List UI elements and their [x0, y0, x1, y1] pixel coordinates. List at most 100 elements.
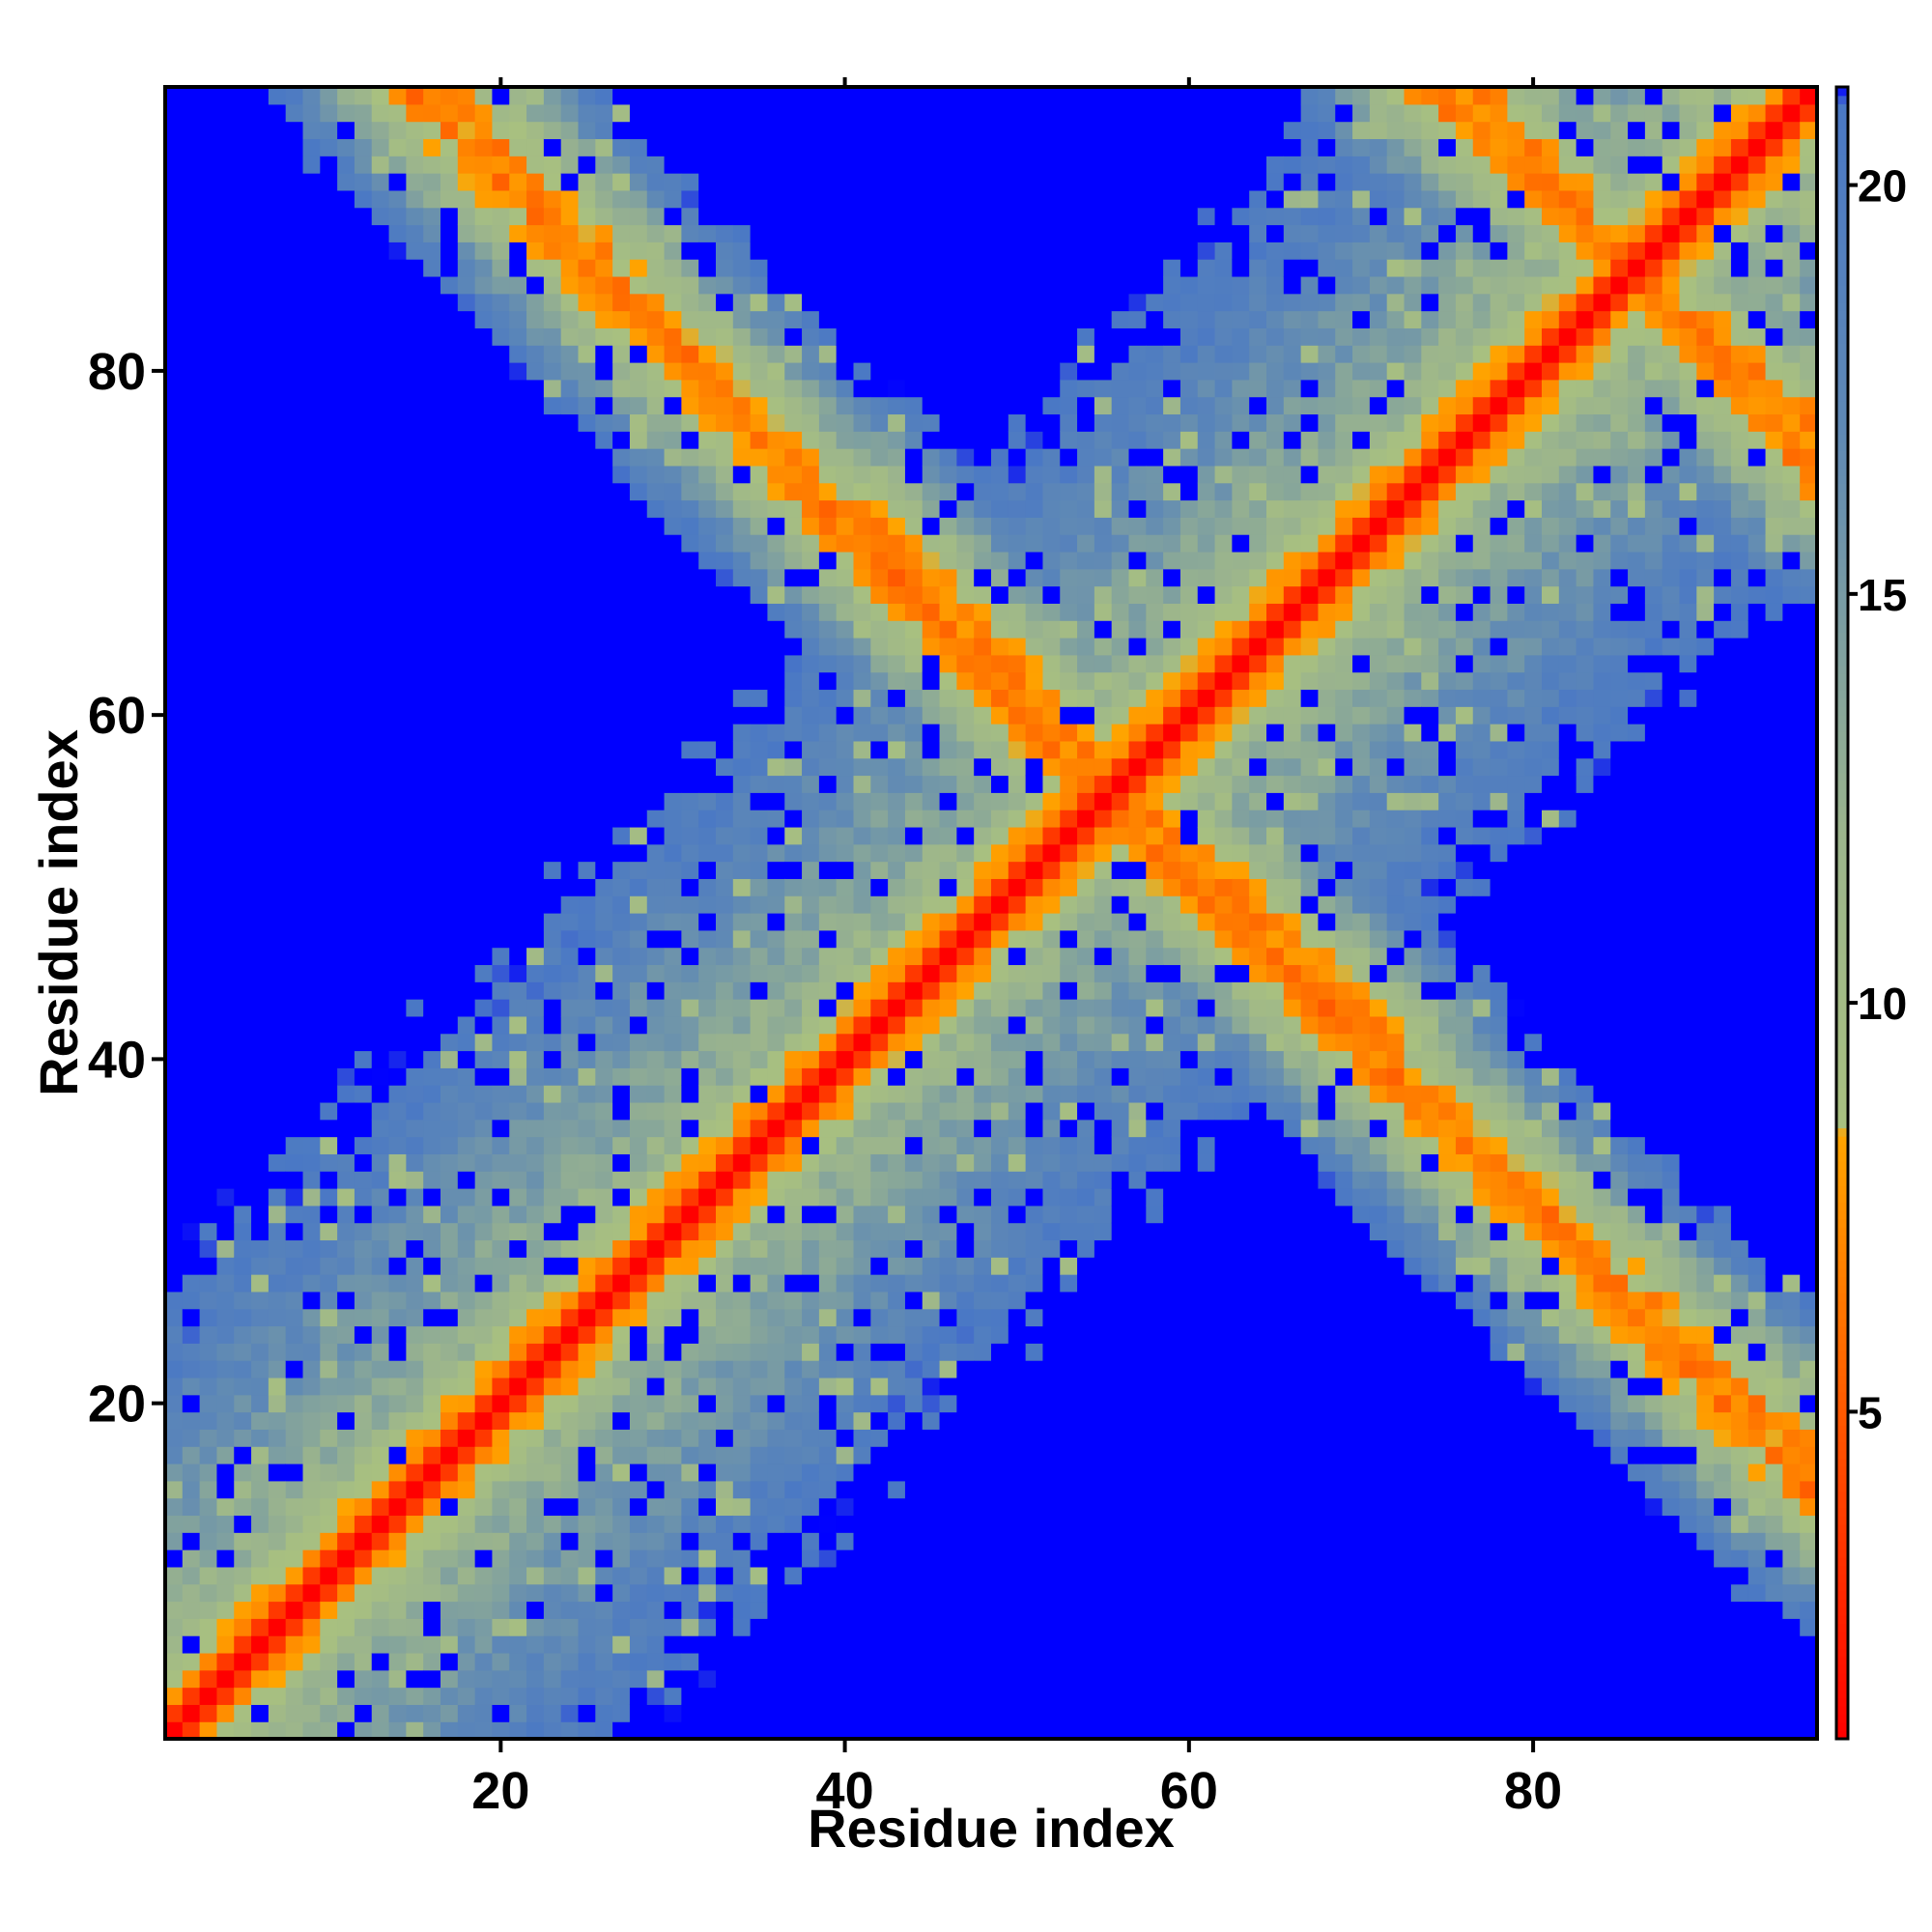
heatmap-cell [165, 1429, 184, 1447]
heatmap-cell [802, 999, 820, 1017]
heatmap-cell [1025, 654, 1044, 673]
heatmap-cell [784, 1601, 803, 1619]
heatmap-cell [440, 275, 459, 295]
heatmap-cell [767, 1274, 785, 1293]
heatmap-cell [802, 1618, 820, 1636]
heatmap-cell [784, 1463, 803, 1482]
heatmap-cell [732, 1239, 752, 1258]
heatmap-cell [509, 275, 527, 295]
heatmap-cell [543, 638, 562, 656]
heatmap-cell [853, 413, 871, 432]
heatmap-cell [560, 189, 580, 209]
heatmap-cell [492, 1721, 510, 1740]
heatmap-cell [423, 189, 441, 209]
heatmap-cell [474, 465, 494, 484]
heatmap-cell [1025, 138, 1044, 156]
heatmap-cell [578, 121, 596, 140]
heatmap-cell [440, 327, 459, 346]
heatmap-cell [165, 103, 184, 123]
heatmap-cell [784, 327, 803, 346]
heatmap-cell [199, 1308, 218, 1327]
heatmap-cell [234, 1119, 252, 1138]
heatmap-cell [732, 551, 752, 570]
heatmap-cell [251, 1583, 270, 1603]
heatmap-cell [991, 1360, 1009, 1378]
heatmap-cell [492, 1687, 510, 1705]
heatmap-cell [526, 1274, 545, 1293]
heatmap-cell [251, 242, 270, 260]
heatmap-cell [784, 775, 803, 793]
heatmap-cell [406, 1463, 424, 1482]
heatmap-cell [1042, 1635, 1061, 1654]
heatmap-cell [251, 1274, 270, 1293]
heatmap-cell [337, 1188, 355, 1207]
heatmap-cell [1042, 1171, 1061, 1189]
heatmap-cell [612, 1015, 631, 1035]
heatmap-cell [182, 517, 201, 535]
heatmap-cell [560, 551, 580, 570]
heatmap-cell [956, 1239, 975, 1258]
heatmap-cell [974, 843, 992, 863]
heatmap-cell [784, 156, 803, 174]
heatmap-cell [354, 1549, 373, 1568]
heatmap-cell [853, 207, 871, 226]
heatmap-cell [492, 861, 510, 879]
heatmap-cell [578, 224, 596, 242]
heatmap-cell [560, 706, 580, 724]
heatmap-cell [802, 138, 820, 156]
heatmap-cell [543, 585, 562, 604]
heatmap-cell [371, 87, 390, 105]
heatmap-cell [560, 826, 580, 845]
heatmap-cell [354, 999, 373, 1017]
heatmap-cell [646, 1274, 666, 1293]
heatmap-cell [750, 1635, 769, 1654]
heatmap-cell [337, 259, 355, 277]
heatmap-cell [285, 448, 304, 467]
heatmap-cell [216, 1377, 235, 1396]
heatmap-cell [199, 1635, 218, 1654]
heatmap-cell [1008, 310, 1027, 328]
heatmap-cell [664, 1394, 682, 1413]
heatmap-cell [457, 1549, 476, 1568]
heatmap-cell [595, 156, 613, 174]
heatmap-cell [750, 895, 769, 914]
heatmap-cell [509, 1687, 527, 1705]
heatmap-cell [991, 775, 1009, 793]
heatmap-cell [681, 1291, 699, 1310]
heatmap-cell [991, 259, 1009, 277]
heatmap-cell [1042, 87, 1061, 105]
heatmap-cell [526, 929, 545, 949]
heatmap-cell [234, 1239, 252, 1258]
heatmap-cell [560, 1308, 580, 1327]
heatmap-cell [698, 448, 717, 467]
heatmap-cell [354, 792, 373, 810]
heatmap-cell [560, 638, 580, 656]
heatmap-cell [440, 138, 459, 156]
heatmap-cell [870, 1188, 889, 1207]
heatmap-cell [681, 224, 699, 242]
heatmap-cell [406, 826, 424, 845]
heatmap-cell [595, 689, 613, 707]
heatmap-cell [199, 724, 218, 742]
heatmap-cell [302, 1497, 321, 1517]
heatmap-cell [904, 1377, 923, 1396]
heatmap-cell [509, 1119, 527, 1138]
heatmap-cell [302, 1480, 321, 1499]
heatmap-cell [629, 103, 648, 123]
heatmap-cell [974, 448, 992, 467]
heatmap-cell [870, 189, 889, 209]
heatmap-cell [268, 413, 287, 432]
heatmap-cell [767, 1497, 785, 1517]
heatmap-cell [922, 1652, 941, 1671]
heatmap-cell [939, 1343, 957, 1361]
heatmap-cell [165, 431, 184, 449]
heatmap-cell [1060, 1669, 1078, 1689]
heatmap-cell [767, 362, 785, 381]
heatmap-cell [543, 1153, 562, 1172]
heatmap-cell [939, 293, 957, 312]
heatmap-cell [664, 638, 682, 656]
heatmap-cell [251, 603, 270, 621]
heatmap-cell [870, 964, 889, 982]
heatmap-cell [922, 1411, 941, 1430]
heatmap-cell [802, 947, 820, 966]
